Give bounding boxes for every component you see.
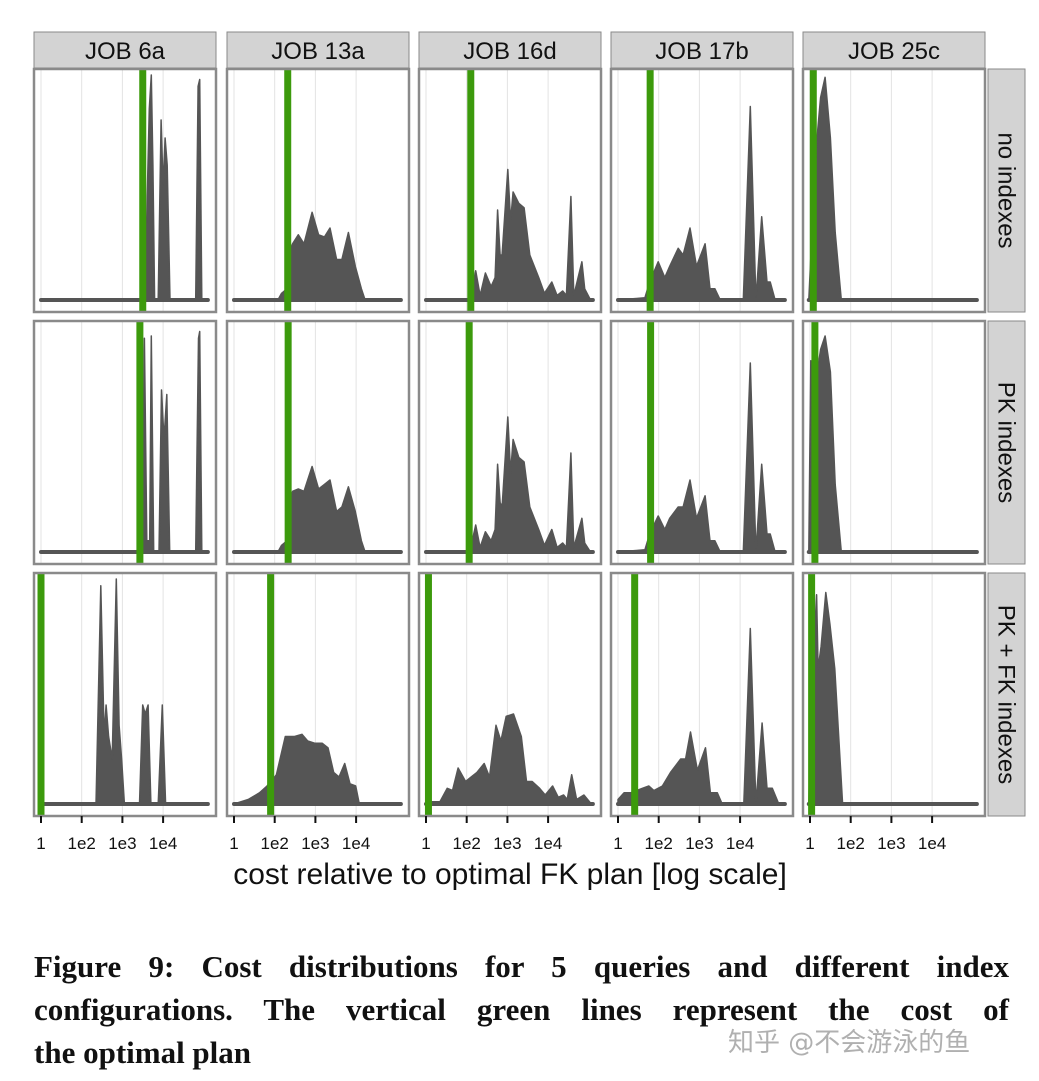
row-strip — [987, 572, 1026, 817]
x-axis-title: cost relative to optimal FK plan [log sc… — [233, 858, 787, 891]
panel-border — [32, 319, 218, 566]
panel-job-13a-row-1 — [225, 319, 411, 566]
column-label: JOB 13a — [271, 38, 365, 65]
x-tick-label: 1e4 — [149, 834, 177, 853]
caption-line-2: configurations. The vertical green lines… — [34, 992, 1009, 1027]
x-tick-label: 1 — [36, 834, 45, 853]
density-area — [617, 105, 786, 301]
column-strip — [226, 31, 410, 69]
x-tick-label: 1 — [613, 834, 622, 853]
panel-border — [609, 319, 795, 566]
faceted-density-chart: JOB 6a JOB 13a JOB 16d JOB 17b JOB 25c no ind… — [32, 31, 1026, 891]
column-strip — [33, 31, 217, 69]
column-label: JOB 25c — [848, 38, 940, 65]
row-strip — [987, 68, 1026, 313]
x-tick-label: 1e3 — [108, 834, 136, 853]
panel-border — [801, 319, 987, 566]
panel-job-17b-row-2 — [609, 571, 795, 818]
x-tick-label: 1e2 — [453, 834, 481, 853]
panel-job-17b-row-1 — [609, 319, 795, 566]
panel-border — [417, 67, 603, 314]
row-strip — [987, 320, 1026, 565]
x-tick-label: 1e2 — [837, 834, 865, 853]
panel-job-25c-row-0 — [801, 67, 987, 314]
panel-job-6a-row-1 — [32, 319, 218, 566]
panel-border — [801, 571, 987, 818]
column-label: JOB 17b — [655, 38, 748, 65]
panel-job-17b-row-0 — [609, 67, 795, 314]
row-label: PK indexes — [993, 382, 1020, 503]
density-area — [40, 330, 209, 553]
panel-border — [225, 67, 411, 314]
x-tick-label: 1e2 — [68, 834, 96, 853]
column-label: JOB 16d — [463, 38, 556, 65]
density-area — [425, 416, 594, 553]
panel-background — [34, 321, 216, 564]
panel-job-13a-row-0 — [225, 67, 411, 314]
panel-job-16d-row-0 — [417, 67, 603, 314]
x-tick-label: 1 — [805, 834, 814, 853]
x-tick-label: 1 — [421, 834, 430, 853]
panel-job-16d-row-1 — [417, 319, 603, 566]
x-tick-label: 1e2 — [645, 834, 673, 853]
panel-job-25c-row-2 — [801, 571, 987, 818]
density-area — [425, 168, 594, 301]
row-label: PK + FK indexes — [993, 605, 1020, 784]
x-tick-label: 1e4 — [918, 834, 946, 853]
x-tick-label: 1e3 — [493, 834, 521, 853]
density-area — [425, 713, 594, 805]
watermark: 知乎 @不会游泳的鱼 — [728, 1028, 971, 1058]
density-area — [617, 627, 786, 805]
panel-border — [417, 319, 603, 566]
panel-job-16d-row-2 — [417, 571, 603, 818]
panel-job-13a-row-2 — [225, 571, 411, 818]
panel-border — [609, 67, 795, 314]
x-tick-label: 1 — [229, 834, 238, 853]
x-tick-label: 1e2 — [261, 834, 289, 853]
panel-border — [225, 571, 411, 818]
x-tick-label: 1e4 — [534, 834, 562, 853]
x-tick-label: 1e3 — [685, 834, 713, 853]
caption-line-1: Figure 9: Cost distributions for 5 queri… — [34, 949, 1009, 984]
column-strip — [418, 31, 602, 69]
panel-border — [417, 571, 603, 818]
column-strip — [610, 31, 794, 69]
caption-line-3: the optimal plan — [34, 1035, 252, 1070]
x-tick-label: 1e4 — [342, 834, 370, 853]
density-area — [40, 74, 209, 301]
density-area — [617, 362, 786, 553]
column-label: JOB 6a — [85, 38, 166, 65]
x-tick-label: 1e4 — [726, 834, 754, 853]
panel-border — [225, 319, 411, 566]
x-tick-label: 1e3 — [301, 834, 329, 853]
panel-border — [609, 571, 795, 818]
panel-border — [32, 67, 218, 314]
panel-border — [801, 67, 987, 314]
row-label: no indexes — [993, 132, 1020, 248]
figure-caption: Figure 9: Cost distributions for 5 queri… — [34, 945, 1009, 1074]
x-tick-label: 1e3 — [877, 834, 905, 853]
panel-job-25c-row-1 — [801, 319, 987, 566]
panel-border — [32, 571, 218, 818]
panel-job-6a-row-0 — [32, 67, 218, 314]
panel-background — [34, 573, 216, 816]
panel-job-6a-row-2 — [32, 571, 218, 818]
panel-background — [34, 69, 216, 312]
